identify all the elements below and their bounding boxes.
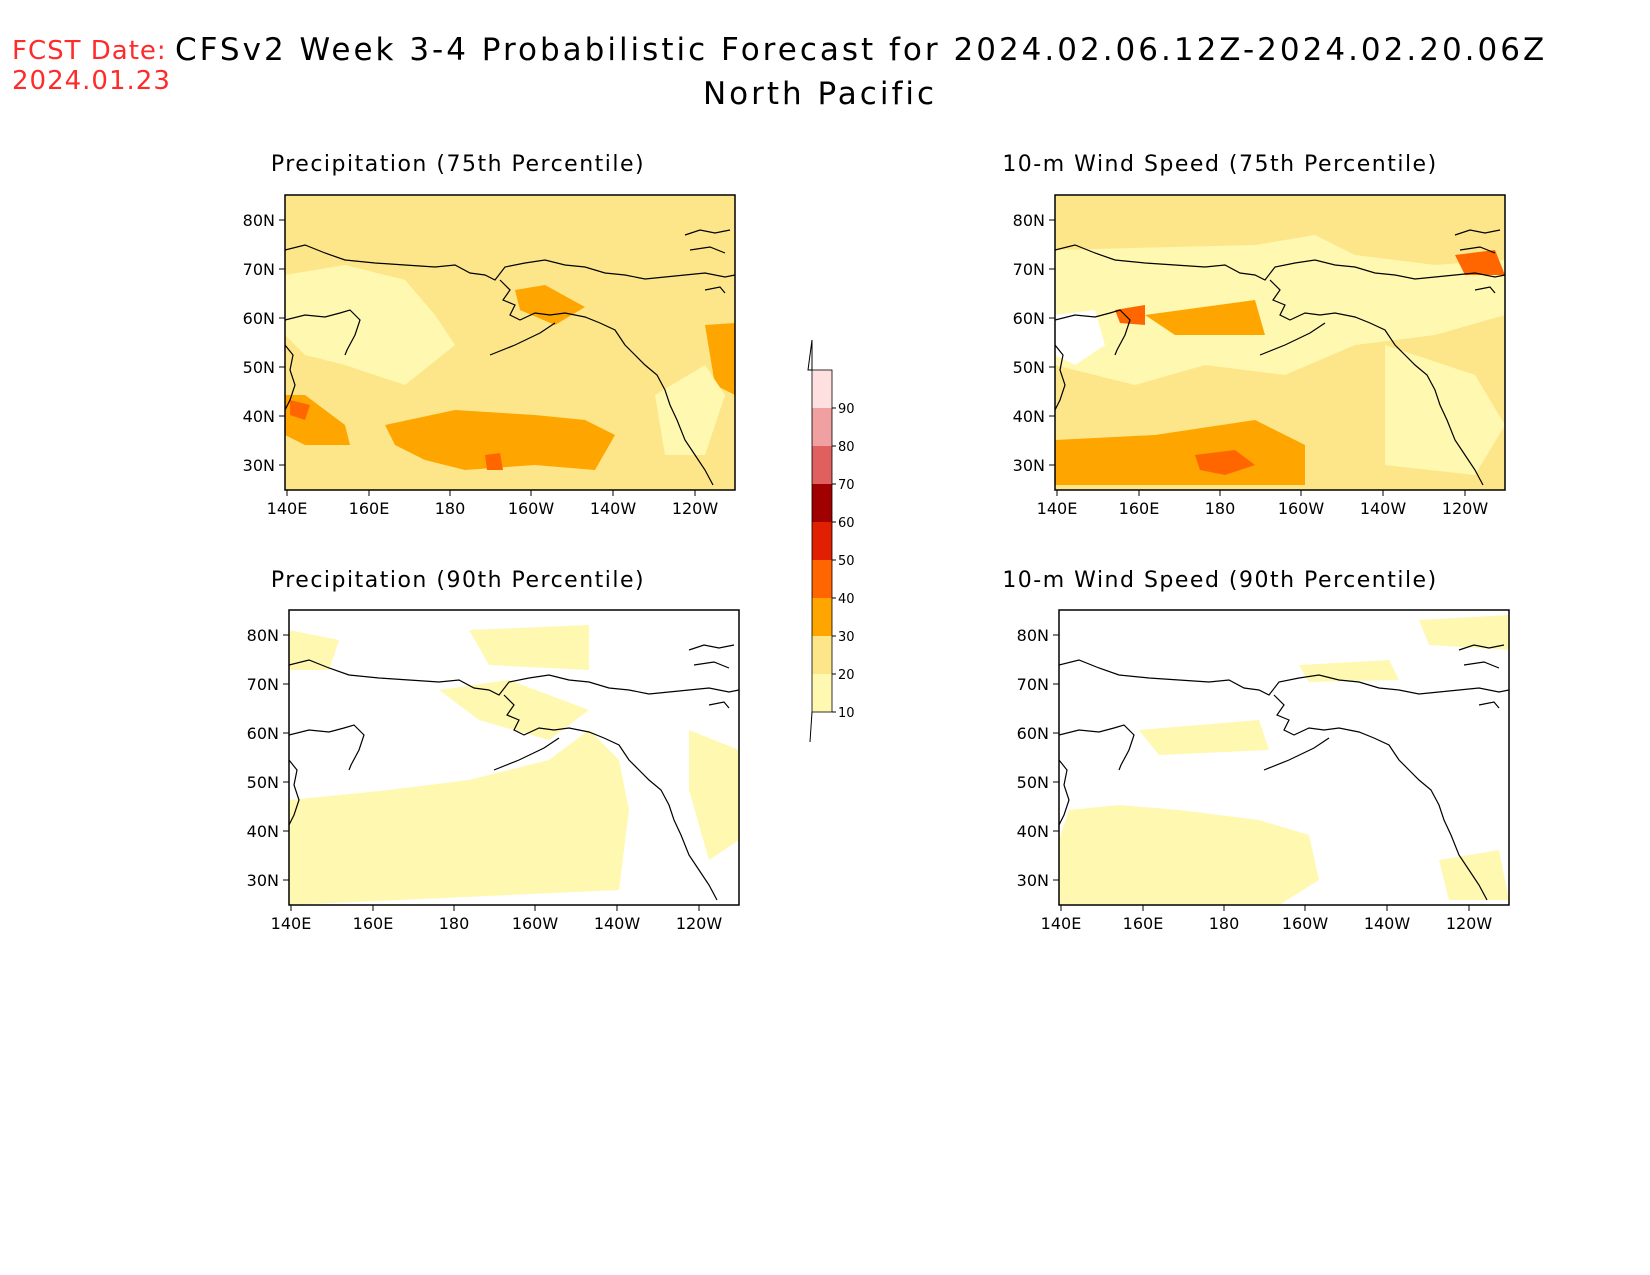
lat-tick-label: 80N	[1017, 626, 1049, 645]
lon-tick-label: 140E	[1041, 914, 1082, 933]
lat-tick-label: 40N	[243, 407, 275, 426]
colorbar-swatch	[812, 522, 832, 560]
lat-tick-label: 70N	[1013, 260, 1045, 279]
map-wind-90: 80N 70N 60N 50N 40N 30N 140E 160E 180 160W 140W 120…	[999, 605, 1519, 940]
lon-tick-label: 140W	[590, 499, 637, 518]
lat-tick-label: 50N	[243, 358, 275, 377]
lon-tick-label: 160E	[353, 914, 394, 933]
lon-tick-label: 160W	[508, 499, 555, 518]
colorbar-label: 10	[838, 706, 855, 721]
colorbar-swatch	[812, 560, 832, 598]
colorbar-swatch	[812, 484, 832, 522]
lon-tick-label: 120W	[676, 914, 723, 933]
lat-tick-label: 70N	[247, 675, 279, 694]
lat-tick-label: 30N	[243, 456, 275, 475]
lon-tick-label: 160E	[349, 499, 390, 518]
lat-tick-label: 40N	[247, 822, 279, 841]
map-precip-75: 80N 70N 60N 50N 40N 30N 140E 160E 180 160W 140W 120…	[225, 190, 745, 525]
colorbar-label: 80	[838, 440, 855, 455]
lon-tick-label: 160E	[1123, 914, 1164, 933]
lat-tick-label: 50N	[1013, 358, 1045, 377]
lon-tick-label: 140W	[1360, 499, 1407, 518]
colorbar-swatch	[812, 408, 832, 446]
colorbar-label: 60	[838, 516, 855, 531]
lon-tick-label: 180	[439, 914, 470, 933]
lat-tick-label: 60N	[247, 724, 279, 743]
region-title: North Pacific	[702, 76, 938, 112]
colorbar-label: 30	[838, 630, 855, 645]
colorbar-label: 40	[838, 592, 855, 607]
lon-tick-label: 140E	[271, 914, 312, 933]
lon-tick-label: 160E	[1119, 499, 1160, 518]
lat-tick-label: 60N	[1013, 309, 1045, 328]
colorbar-label: 50	[838, 554, 855, 569]
colorbar-label: 70	[838, 478, 855, 493]
panel-title-wind-90: 10-m Wind Speed (90th Percentile)	[1002, 568, 1438, 593]
lat-tick-label: 70N	[1017, 675, 1049, 694]
panel-title-precip-90: Precipitation (90th Percentile)	[270, 568, 646, 593]
colorbar-label: 90	[838, 402, 855, 417]
main-title: CFSv2 Week 3-4 Probabilistic Forecast fo…	[175, 32, 1548, 68]
map-wind-75: 80N 70N 60N 50N 40N 30N 140E 160E 180 160W 140W 120…	[995, 190, 1515, 525]
lat-tick-label: 50N	[247, 773, 279, 792]
fcst-date-label: FCST Date:	[12, 36, 167, 66]
lat-tick-label: 30N	[1017, 871, 1049, 890]
lat-tick-label: 60N	[1017, 724, 1049, 743]
lon-tick-label: 140E	[1037, 499, 1078, 518]
lon-tick-label: 180	[1209, 914, 1240, 933]
lat-tick-label: 40N	[1013, 407, 1045, 426]
colorbar-swatch	[812, 598, 832, 636]
colorbar-swatch	[812, 370, 832, 408]
lon-tick-label: 160W	[512, 914, 559, 933]
lon-tick-label: 120W	[1446, 914, 1493, 933]
fcst-date-value: 2024.01.23	[12, 66, 171, 96]
lat-tick-label: 50N	[1017, 773, 1049, 792]
lon-tick-label: 160W	[1278, 499, 1325, 518]
fcst-date-block: FCST Date: 2024.01.23	[12, 36, 171, 96]
colorbar-swatch	[812, 446, 832, 484]
lon-tick-label: 160W	[1282, 914, 1329, 933]
lon-tick-label: 180	[1205, 499, 1236, 518]
map-precip-90: 80N 70N 60N 50N 40N 30N 140E 160E 180 160W 140W 120…	[229, 605, 749, 940]
lat-tick-label: 80N	[247, 626, 279, 645]
lat-tick-label: 40N	[1017, 822, 1049, 841]
lat-tick-label: 80N	[243, 211, 275, 230]
lat-tick-label: 30N	[247, 871, 279, 890]
lon-tick-label: 180	[435, 499, 466, 518]
colorbar-swatch	[812, 636, 832, 674]
lat-tick-label: 70N	[243, 260, 275, 279]
lon-tick-label: 120W	[672, 499, 719, 518]
lat-tick-label: 80N	[1013, 211, 1045, 230]
colorbar-swatch	[812, 674, 832, 712]
colorbar: 10 20 30 40 50 60 70 80 90	[800, 330, 860, 750]
lat-tick-label: 30N	[1013, 456, 1045, 475]
colorbar-label: 20	[838, 668, 855, 683]
panel-title-precip-75: Precipitation (75th Percentile)	[270, 152, 646, 177]
lat-tick-label: 60N	[243, 309, 275, 328]
lon-tick-label: 140W	[1364, 914, 1411, 933]
lon-tick-label: 120W	[1442, 499, 1489, 518]
panel-title-wind-75: 10-m Wind Speed (75th Percentile)	[1002, 152, 1438, 177]
lon-tick-label: 140W	[594, 914, 641, 933]
lon-tick-label: 140E	[267, 499, 308, 518]
